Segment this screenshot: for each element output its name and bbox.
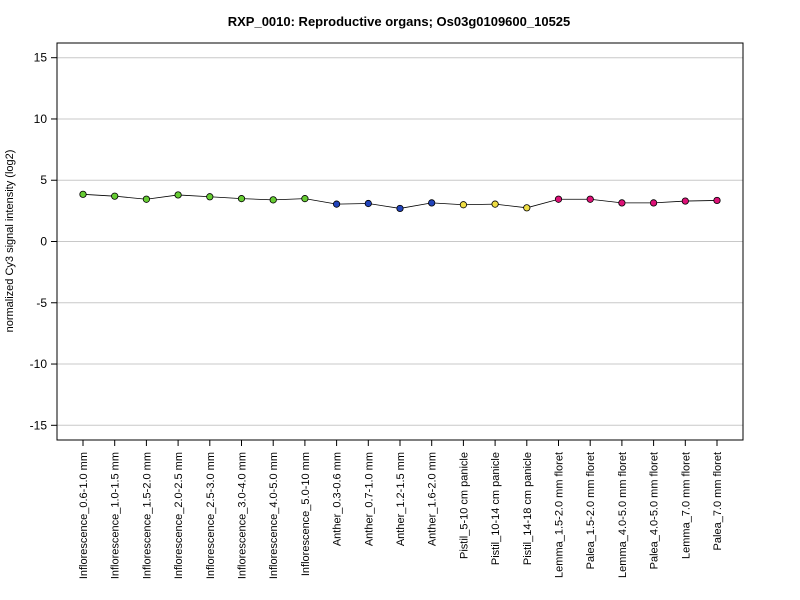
x-tick-label: Pistil_14-18 cm panicle [522,452,534,565]
x-tick-label: Inflorescence_2.0-2.5 mm [173,452,185,579]
data-point [206,193,214,201]
data-point [459,201,467,209]
x-tick-label: Palea_4.0-5.0 mm floret [649,452,661,569]
y-tick-label: -5 [36,296,47,310]
data-series [79,190,721,213]
data-point [713,196,721,205]
x-tick-label: Pistil_5-10 cm panicle [458,452,470,559]
data-point [523,204,531,212]
x-tick-label: Inflorescence_1.5-2.0 mm [141,452,153,579]
data-point [111,192,119,200]
x-tick-label: Lemma_1.5-2.0 mm floret [554,452,566,578]
y-tick-label: 5 [40,173,47,187]
x-tick-label: Inflorescence_1.0-1.5 mm [110,452,122,579]
data-point [554,195,563,203]
x-tick-label: Palea_1.5-2.0 mm floret [585,452,597,569]
data-point [586,195,594,203]
chart-title: RXP_0010: Reproductive organs; Os03g0109… [228,14,571,29]
data-point [618,199,626,207]
x-tick-label: Anther_0.3-0.6 mm [332,452,344,546]
x-tick-label: Anther_1.6-2.0 mm [427,452,439,546]
data-point [491,200,499,208]
x-tick-label: Pistil_10-14 cm panicle [490,452,502,565]
x-tick-label: Anther_1.2-1.5 mm [395,452,407,546]
data-point [364,199,372,208]
x-axis: Inflorescence_0.6-1.0 mm Inflorescence_1.… [78,440,724,579]
y-tick-label: 10 [34,112,48,126]
y-tick-label: -10 [30,357,48,371]
data-point [428,199,436,207]
y-tick-label: 15 [34,51,48,65]
data-point [649,199,658,207]
data-point [269,196,277,204]
y-axis: -15 -10 -5 0 5 10 15 [30,51,57,432]
x-tick-label: Lemma_4.0-5.0 mm floret [617,452,629,578]
x-tick-label: Inflorescence_5.0-10 mm [300,452,312,576]
x-tick-label: Inflorescence_2.5-3.0 mm [205,452,217,579]
data-point [681,197,689,205]
x-tick-label: Inflorescence_3.0-4.0 mm [237,452,249,579]
data-point [174,191,182,199]
data-point [237,195,246,203]
y-tick-label: 0 [40,235,47,249]
data-point [142,195,150,203]
data-point [79,190,87,198]
data-point [332,200,341,208]
x-tick-label: Inflorescence_4.0-5.0 mm [268,452,280,579]
x-tick-label: Inflorescence_0.6-1.0 mm [78,452,90,579]
data-point [301,195,309,203]
gridlines [57,57,743,426]
x-tick-label: Palea_7.0 mm floret [712,452,724,550]
x-tick-label: Anther_0.7-1.0 mm [363,452,375,546]
x-tick-label: Lemma_7.0 mm floret [680,452,692,559]
y-tick-label: -15 [30,418,48,432]
data-point [396,204,404,213]
y-axis-label: normalized Cy3 signal intensity (log2) [4,150,16,333]
